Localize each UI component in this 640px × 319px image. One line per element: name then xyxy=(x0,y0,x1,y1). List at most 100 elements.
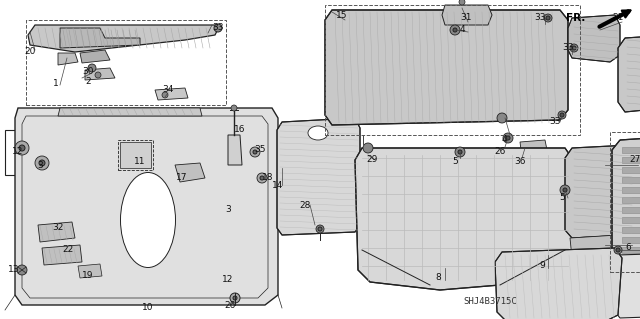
Polygon shape xyxy=(228,135,242,165)
Text: FR.: FR. xyxy=(566,13,585,23)
Bar xyxy=(622,167,640,173)
Text: 17: 17 xyxy=(176,174,188,182)
Circle shape xyxy=(88,64,96,72)
Circle shape xyxy=(214,24,222,32)
Text: 33: 33 xyxy=(563,43,573,53)
Polygon shape xyxy=(80,50,110,63)
Text: 3: 3 xyxy=(225,205,231,214)
Circle shape xyxy=(260,176,264,180)
Circle shape xyxy=(453,28,457,32)
Text: 12: 12 xyxy=(222,276,234,285)
Polygon shape xyxy=(442,5,492,25)
Text: 4: 4 xyxy=(501,136,507,145)
Text: 21: 21 xyxy=(612,13,624,23)
Polygon shape xyxy=(325,10,568,125)
Polygon shape xyxy=(277,118,360,235)
Text: 5: 5 xyxy=(559,194,565,203)
Circle shape xyxy=(570,44,578,52)
Text: 2: 2 xyxy=(85,78,91,86)
Circle shape xyxy=(497,113,507,123)
Polygon shape xyxy=(175,163,205,182)
Polygon shape xyxy=(42,245,82,265)
Text: 35: 35 xyxy=(254,145,266,154)
Text: 3: 3 xyxy=(37,160,43,169)
Polygon shape xyxy=(495,248,622,319)
Text: 26: 26 xyxy=(224,300,236,309)
Text: 28: 28 xyxy=(300,201,310,210)
Bar xyxy=(118,140,153,170)
Text: 33: 33 xyxy=(212,23,224,32)
Text: 20: 20 xyxy=(24,48,36,56)
Text: SHJ4B3715C: SHJ4B3715C xyxy=(463,298,517,307)
Text: 16: 16 xyxy=(234,125,246,135)
Polygon shape xyxy=(568,15,620,62)
Ellipse shape xyxy=(120,173,175,268)
Circle shape xyxy=(560,113,564,117)
Circle shape xyxy=(230,293,240,303)
Polygon shape xyxy=(520,140,548,158)
Text: 5: 5 xyxy=(452,158,458,167)
Circle shape xyxy=(558,111,566,119)
Polygon shape xyxy=(28,25,220,52)
Bar xyxy=(622,147,640,153)
Text: 29: 29 xyxy=(366,155,378,165)
Text: 18: 18 xyxy=(262,174,274,182)
Polygon shape xyxy=(38,222,75,242)
Text: 31: 31 xyxy=(460,13,472,23)
Text: 14: 14 xyxy=(272,181,284,189)
Circle shape xyxy=(231,105,237,111)
Text: 6: 6 xyxy=(625,243,631,253)
Text: 13: 13 xyxy=(8,265,20,275)
Circle shape xyxy=(506,136,510,140)
Polygon shape xyxy=(60,28,140,48)
Bar xyxy=(622,207,640,213)
Bar xyxy=(26,20,226,105)
Circle shape xyxy=(35,156,49,170)
FancyArrowPatch shape xyxy=(600,11,628,27)
Text: 30: 30 xyxy=(83,68,93,77)
Circle shape xyxy=(318,227,322,231)
Polygon shape xyxy=(78,264,102,278)
Text: 15: 15 xyxy=(336,11,348,19)
Polygon shape xyxy=(570,235,622,258)
Text: 27: 27 xyxy=(629,155,640,165)
Text: 26: 26 xyxy=(494,147,506,157)
Text: 9: 9 xyxy=(539,261,545,270)
Polygon shape xyxy=(565,145,635,238)
Bar xyxy=(622,227,640,233)
Bar xyxy=(622,187,640,193)
Circle shape xyxy=(450,25,460,35)
Text: 19: 19 xyxy=(83,271,93,279)
Circle shape xyxy=(614,246,622,254)
Circle shape xyxy=(458,150,462,154)
Polygon shape xyxy=(58,108,202,116)
Circle shape xyxy=(233,296,237,300)
Polygon shape xyxy=(618,35,640,112)
Bar xyxy=(622,257,640,263)
Bar xyxy=(5,130,65,175)
Text: 36: 36 xyxy=(515,158,525,167)
Circle shape xyxy=(162,92,168,98)
Text: 33: 33 xyxy=(534,13,546,23)
Text: 4: 4 xyxy=(459,26,465,34)
Text: 10: 10 xyxy=(142,303,154,313)
Bar xyxy=(622,217,640,223)
Polygon shape xyxy=(355,148,575,290)
Bar xyxy=(622,157,640,163)
Circle shape xyxy=(503,133,513,143)
Ellipse shape xyxy=(308,126,328,140)
Circle shape xyxy=(316,225,324,233)
Bar xyxy=(120,142,151,168)
Text: 11: 11 xyxy=(134,158,146,167)
Circle shape xyxy=(560,185,570,195)
Text: 34: 34 xyxy=(163,85,173,94)
Text: 33: 33 xyxy=(549,117,561,127)
Polygon shape xyxy=(15,108,278,305)
Bar xyxy=(622,177,640,183)
Circle shape xyxy=(546,16,550,20)
Polygon shape xyxy=(612,135,640,268)
Circle shape xyxy=(563,188,567,192)
Circle shape xyxy=(19,145,25,151)
Circle shape xyxy=(572,46,576,50)
Polygon shape xyxy=(58,53,78,65)
